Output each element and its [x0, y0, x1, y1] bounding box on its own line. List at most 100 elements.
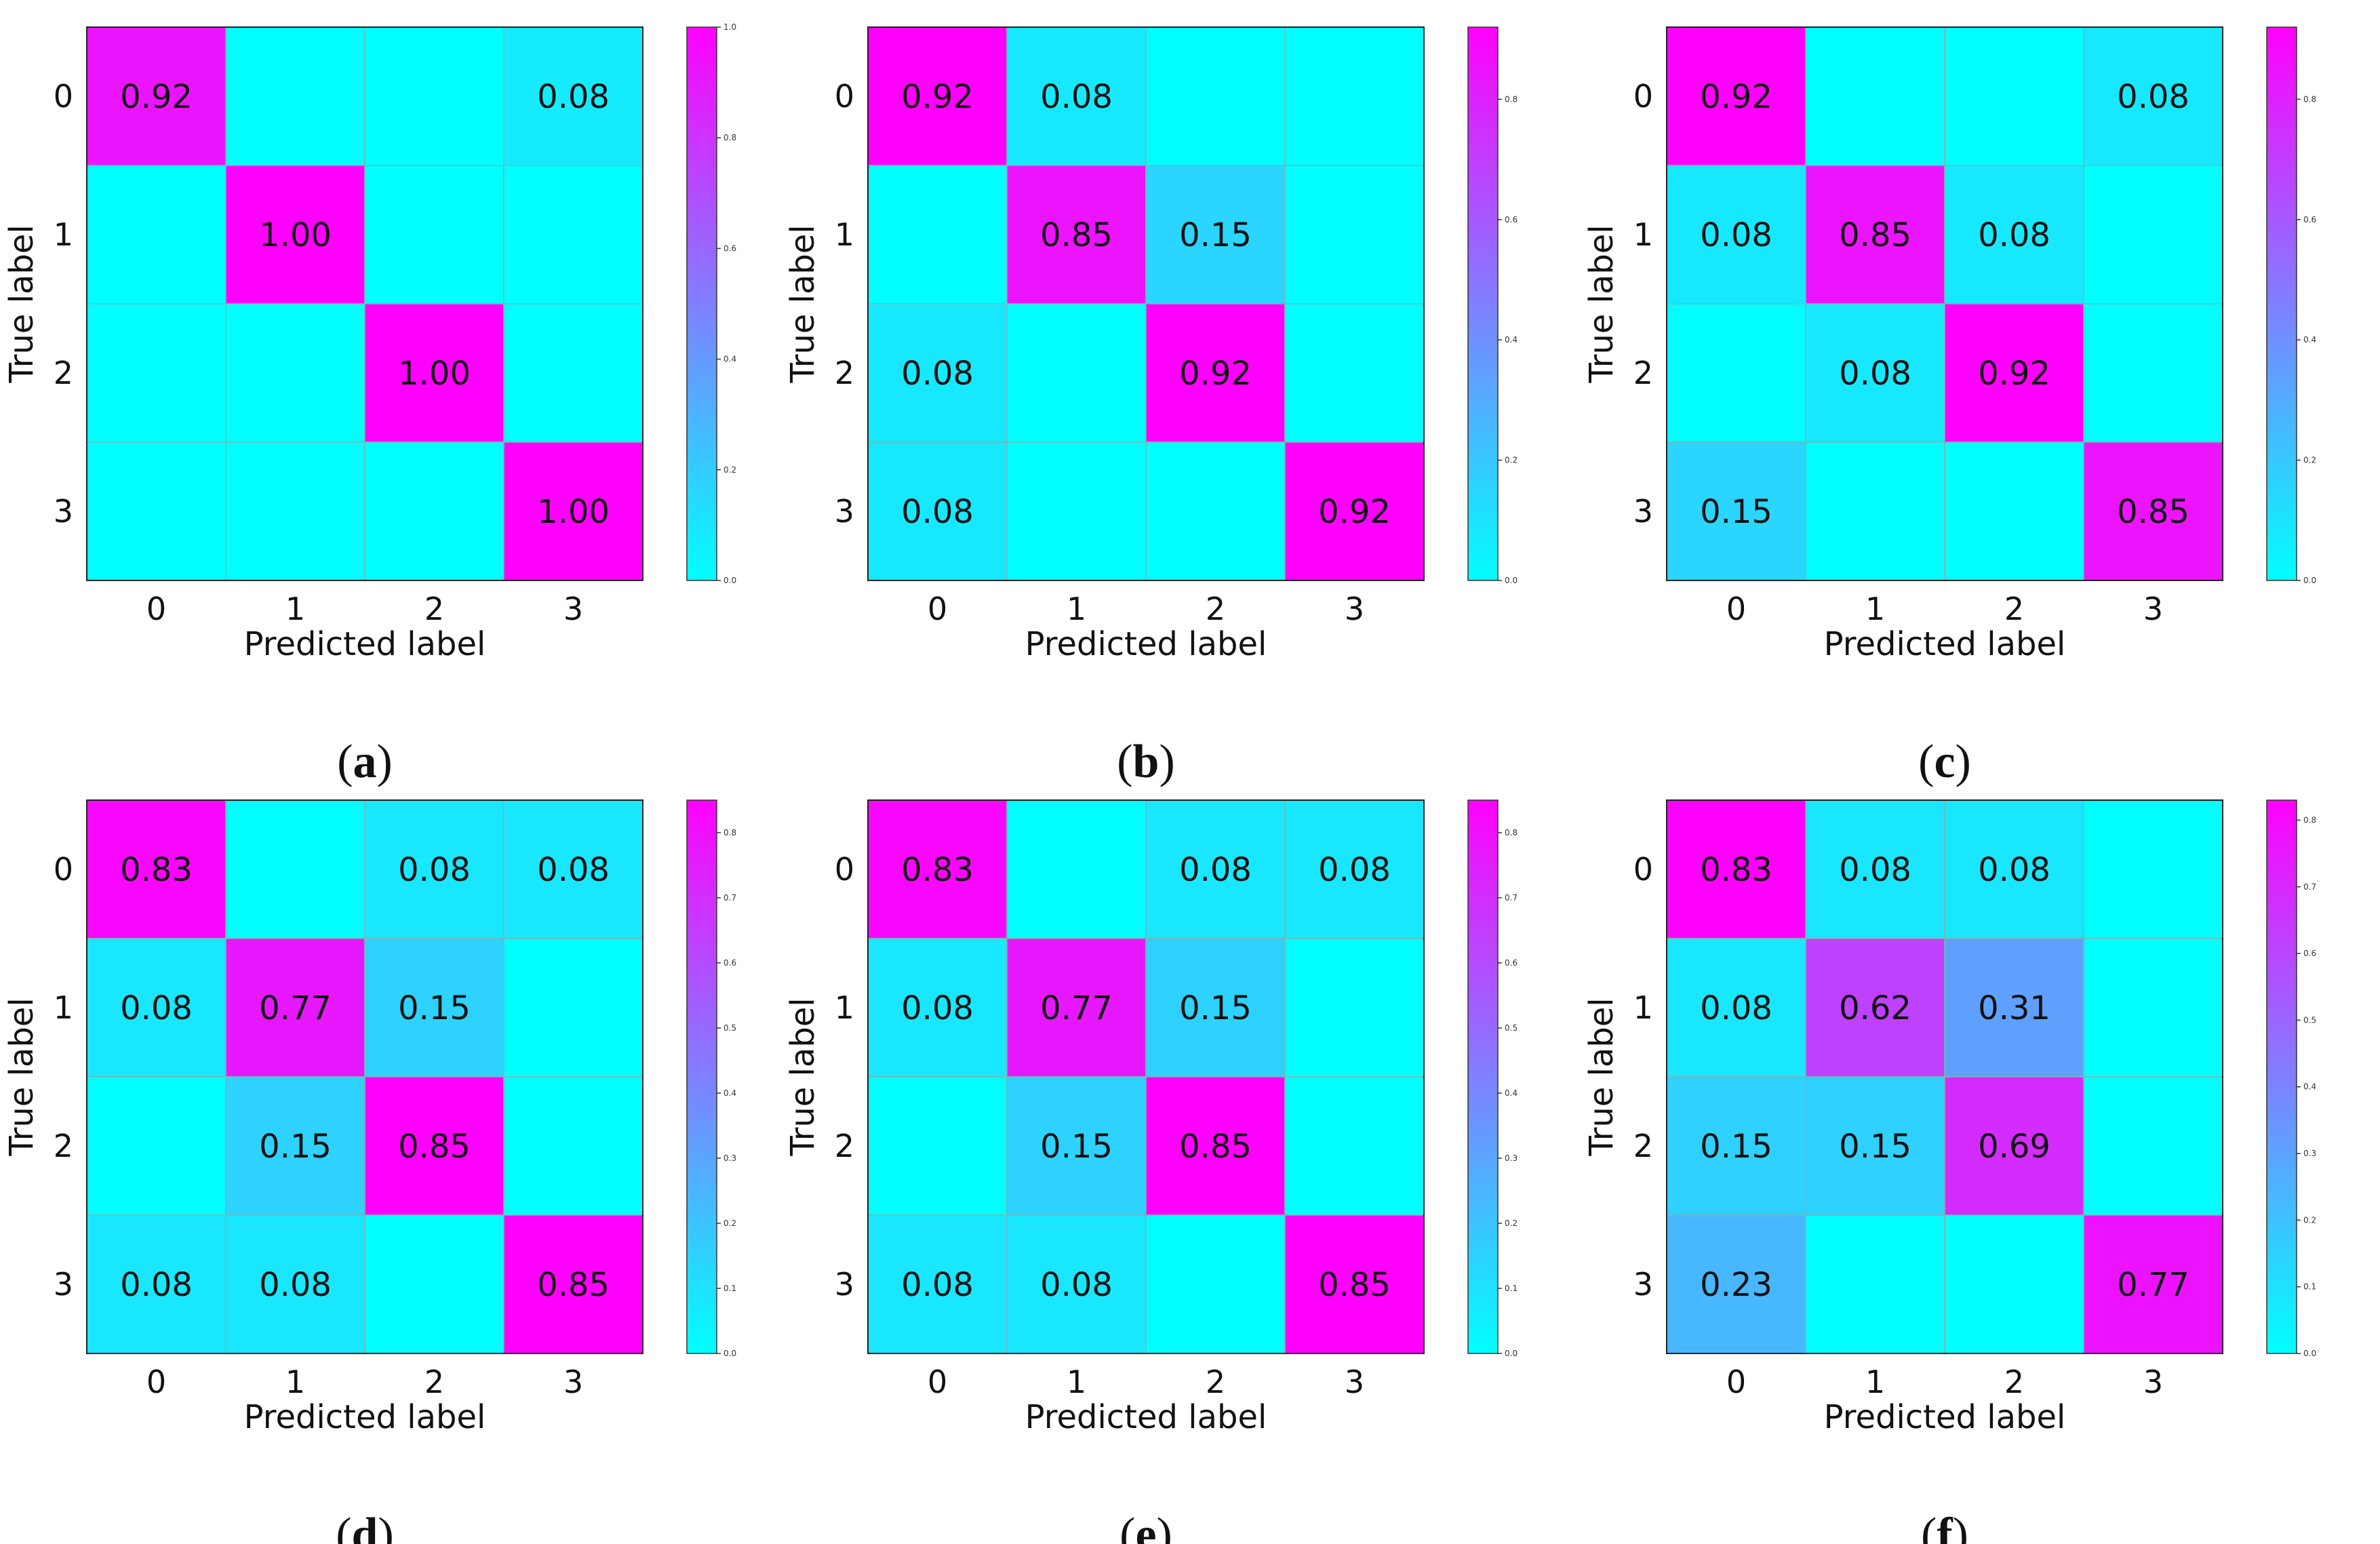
heatmap-cell — [1944, 165, 2084, 304]
y-tick-label: 0 — [54, 78, 73, 115]
heatmap-cell — [86, 26, 226, 166]
heatmap-frame — [867, 799, 1425, 1354]
cell-value-label: 0.08 — [2117, 78, 2189, 116]
y-tick-label: 0 — [54, 851, 73, 888]
y-tick-label: 2 — [1633, 1128, 1653, 1164]
x-tick-label: 1 — [285, 591, 305, 627]
heatmap-cell — [1944, 441, 2084, 581]
cell-value-label: 0.08 — [901, 355, 974, 393]
colorbar — [1467, 799, 1499, 1354]
cell-value-label: 0.85 — [1318, 1266, 1391, 1304]
heatmap-cell — [1284, 26, 1425, 166]
heatmap-cell — [1666, 1076, 1806, 1216]
cell-value-label: 1.00 — [259, 216, 332, 254]
heatmap-cell — [1666, 303, 1806, 443]
x-axis-label: Predicted label — [1824, 1398, 2066, 1436]
cell-value-label: 0.08 — [537, 78, 610, 116]
heatmap-cell — [1284, 1214, 1425, 1354]
x-tick-label: 0 — [146, 591, 166, 627]
x-axis-label: Predicted label — [1824, 625, 2066, 663]
cell-value-label: 0.08 — [1318, 851, 1391, 889]
cell-value-label: 0.77 — [2117, 1266, 2189, 1304]
x-tick-label: 0 — [928, 591, 947, 627]
colorbar-tick-label: 0.2 — [2303, 1215, 2316, 1225]
panel-d: 0.83 0.08 0.080.08 0.77 0.150.15 0.850.08 0.08… — [3, 799, 736, 1544]
panel-a: 0.92 0.08 1.00 1.00 1.00 0 1 2 3 0 1 2 3 Predicted la… — [3, 22, 736, 788]
heatmap-cell — [1944, 1214, 2084, 1354]
colorbar-tick-label: 0.6 — [1505, 958, 1518, 968]
y-axis-label: True label — [1583, 997, 1621, 1156]
cell-value-label: 0.08 — [1978, 216, 2050, 254]
y-tick-label: 3 — [1633, 1266, 1653, 1303]
cell-value-label: 0.92 — [1700, 78, 1772, 116]
colorbar-tick-label: 0.3 — [1505, 1153, 1518, 1163]
heatmap-cell — [2083, 1076, 2223, 1216]
colorbar-tick-label: 0.4 — [2303, 1082, 2316, 1092]
cell-value-label: 0.83 — [120, 851, 193, 889]
x-tick-label: 1 — [1067, 1364, 1086, 1400]
heatmap-cell — [1145, 165, 1286, 304]
panel-caption: (c) — [1918, 736, 1971, 788]
heatmap-cell — [503, 303, 643, 443]
heatmap-cell — [1006, 1076, 1147, 1216]
x-tick-label: 2 — [424, 1364, 444, 1400]
colorbar-tick-label: 0.1 — [723, 1284, 736, 1293]
heatmap-cell — [225, 165, 365, 304]
heatmap-cell — [1145, 938, 1286, 1077]
heatmap-cell — [1666, 26, 1806, 166]
cell-value-label: 0.15 — [259, 1128, 332, 1166]
y-tick-label: 3 — [835, 1266, 854, 1303]
heatmap-cell — [503, 165, 643, 304]
x-axis-label: Predicted label — [1025, 625, 1267, 663]
heatmap-cell — [867, 165, 1008, 304]
heatmap-cell — [225, 799, 365, 939]
cell-value-label: 0.08 — [901, 493, 974, 531]
colorbar-tick-label: 0.4 — [1505, 335, 1518, 344]
panel-caption: (e) — [1119, 1509, 1172, 1544]
y-tick-label: 1 — [835, 989, 854, 1026]
x-axis-label: Predicted label — [244, 1398, 486, 1436]
cell-value-label: 0.08 — [259, 1266, 332, 1304]
y-axis-label: True label — [784, 997, 822, 1156]
cell-value-label: 0.08 — [1700, 216, 1772, 254]
colorbar-tick-label: 0.6 — [2303, 215, 2316, 224]
cell-value-label: 0.08 — [1839, 355, 1911, 393]
colorbar-tick-label: 1.0 — [723, 22, 736, 32]
heatmap-cell — [364, 1076, 504, 1216]
y-tick-label: 1 — [1633, 989, 1653, 1026]
colorbar-tick-label: 0.8 — [723, 133, 736, 142]
heatmap-cell — [1284, 938, 1425, 1077]
colorbar-tick-label: 0.7 — [1505, 893, 1518, 903]
x-tick-label: 0 — [1726, 1364, 1746, 1400]
heatmap-cell — [867, 1076, 1008, 1216]
heatmap-cell — [867, 1214, 1008, 1354]
heatmap-cell — [86, 303, 226, 443]
cell-value-label: 0.85 — [1839, 216, 1911, 254]
heatmap-cell — [1666, 165, 1806, 304]
heatmap-cell — [2083, 441, 2223, 581]
heatmap-frame — [86, 26, 643, 581]
colorbar-tick-label: 0.2 — [2303, 456, 2316, 465]
colorbar-tick-label: 0.1 — [2303, 1282, 2316, 1292]
cell-value-label: 0.08 — [1179, 851, 1252, 889]
colorbar-tick-label: 0.5 — [1505, 1023, 1518, 1033]
colorbar-tick-label: 0.8 — [2303, 94, 2316, 104]
heatmap-cell — [86, 441, 226, 581]
cell-value-label: 0.15 — [1839, 1128, 1911, 1166]
heatmap-cell — [867, 441, 1008, 581]
colorbar-tick-label: 0.0 — [1505, 1349, 1518, 1358]
heatmap-cell — [225, 303, 365, 443]
heatmap-cell — [225, 938, 365, 1077]
heatmap-cell — [2083, 303, 2223, 443]
colorbar-tick-label: 0.4 — [723, 1088, 736, 1098]
heatmap-frame — [1666, 26, 2223, 581]
cell-value-label: 0.15 — [1179, 216, 1252, 254]
colorbar-tick-label: 0.4 — [1505, 1088, 1518, 1098]
heatmap-cell — [1666, 441, 1806, 581]
x-tick-label: 2 — [2004, 591, 2024, 627]
colorbar-tick-label: 0.7 — [2303, 882, 2316, 892]
heatmap-cell — [1145, 1076, 1286, 1216]
cell-value-label: 1.00 — [398, 355, 471, 393]
y-tick-label: 1 — [835, 216, 854, 253]
heatmap-cell — [503, 938, 643, 1077]
